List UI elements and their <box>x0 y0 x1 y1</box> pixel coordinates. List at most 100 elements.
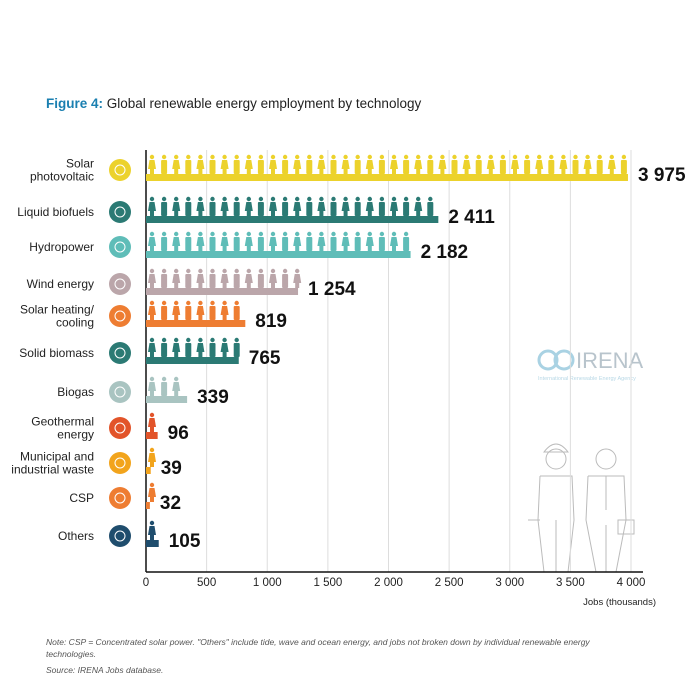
woman-icon <box>172 376 181 396</box>
bar-row: Liquid biofuels 2 411 <box>17 196 495 228</box>
wind-turbine-icon-glyph <box>114 278 126 290</box>
bar-row: Wind energy 1 254 <box>27 268 356 300</box>
woman-icon <box>244 268 253 288</box>
man-icon <box>403 196 410 216</box>
bar <box>146 251 411 258</box>
woman-icon <box>148 196 156 216</box>
category-label: Solar heating/ <box>20 303 95 317</box>
volcano-icon-glyph <box>114 422 126 434</box>
x-axis-label: Jobs (thousands) <box>583 597 656 608</box>
woman-icon <box>172 196 181 216</box>
man-icon <box>209 300 216 320</box>
sun-icon-glyph <box>114 310 126 322</box>
man-icon <box>282 268 289 288</box>
category-label: industrial waste <box>11 463 94 477</box>
woman-icon <box>220 268 229 288</box>
man-icon <box>378 154 385 174</box>
woman-icon <box>172 268 181 288</box>
man-icon <box>185 196 192 216</box>
man-icon <box>524 154 531 174</box>
woman-icon <box>196 337 205 357</box>
leaf-icon-glyph <box>114 386 126 398</box>
figure-number: Figure 4: <box>46 96 104 111</box>
wind-turbine-icon <box>109 273 131 295</box>
woman-icon <box>172 231 181 251</box>
man-icon <box>257 154 264 174</box>
value-label: 105 <box>169 531 201 552</box>
woman-icon <box>148 300 156 320</box>
category-label: CSP <box>69 491 94 505</box>
bar-row: Hydropower 2 182 <box>29 231 469 263</box>
woman-icon <box>172 337 181 357</box>
chart-note: Note: CSP = Concentrated solar power. "O… <box>46 637 590 659</box>
woman-icon <box>341 154 350 174</box>
category-label: photovoltaic <box>30 170 94 184</box>
woman-icon <box>269 196 277 216</box>
woman-icon <box>220 154 229 174</box>
woman-icon <box>365 196 374 216</box>
sun-icon-glyph <box>114 164 126 176</box>
plug-icon <box>109 525 131 547</box>
woman-icon <box>148 268 156 288</box>
woman-icon <box>317 196 326 216</box>
x-tick-label: 0 <box>143 577 149 589</box>
woman-icon <box>220 300 229 320</box>
leaf-icon <box>109 381 131 403</box>
value-label: 765 <box>249 348 281 369</box>
x-tick-label: 4 000 <box>617 577 646 589</box>
category-label: Biogas <box>57 385 94 399</box>
category-label: cooling <box>56 316 94 330</box>
woman-icon <box>438 154 447 174</box>
man-icon <box>185 268 192 288</box>
woman-icon <box>390 196 398 216</box>
bar <box>146 357 239 364</box>
woman-icon <box>390 154 398 174</box>
bar-row: Biogas 339 <box>57 376 229 408</box>
x-tick-label: 1 500 <box>313 577 342 589</box>
bar <box>146 216 439 223</box>
man-icon <box>354 154 361 174</box>
woman-icon <box>511 154 519 174</box>
woman-icon <box>293 196 302 216</box>
woman-icon <box>196 154 205 174</box>
man-icon <box>185 154 192 174</box>
value-label: 2 182 <box>421 242 469 263</box>
man-icon <box>330 196 337 216</box>
man-icon <box>548 154 555 174</box>
x-tick-label: 500 <box>197 577 216 589</box>
bar <box>146 467 151 474</box>
woman-icon <box>148 412 156 432</box>
man-icon <box>330 231 337 251</box>
x-tick-label: 1 000 <box>253 577 282 589</box>
volcano-icon <box>109 417 131 439</box>
man-icon <box>161 154 168 174</box>
woman-icon <box>317 231 326 251</box>
woman-icon <box>269 231 277 251</box>
value-label: 39 <box>161 458 182 479</box>
logo-tagline: International Renewable Energy Agency <box>538 376 636 382</box>
bar <box>146 320 246 327</box>
bar <box>146 502 150 509</box>
woman-icon <box>196 196 205 216</box>
man-icon <box>209 268 216 288</box>
man-icon <box>572 154 579 174</box>
woman-icon <box>293 268 302 288</box>
woman-icon <box>583 154 592 174</box>
woman-icon <box>293 154 302 174</box>
man-icon <box>427 196 434 216</box>
man-icon <box>161 268 168 288</box>
woman-icon <box>172 300 181 320</box>
man-icon <box>233 337 240 357</box>
man-icon <box>257 231 264 251</box>
man-icon <box>209 154 216 174</box>
man-icon <box>403 154 410 174</box>
man-icon <box>233 196 240 216</box>
woman-icon <box>148 154 156 174</box>
woman-icon <box>341 196 350 216</box>
man-icon <box>257 268 264 288</box>
bar <box>146 396 188 403</box>
category-label: energy <box>57 428 94 442</box>
